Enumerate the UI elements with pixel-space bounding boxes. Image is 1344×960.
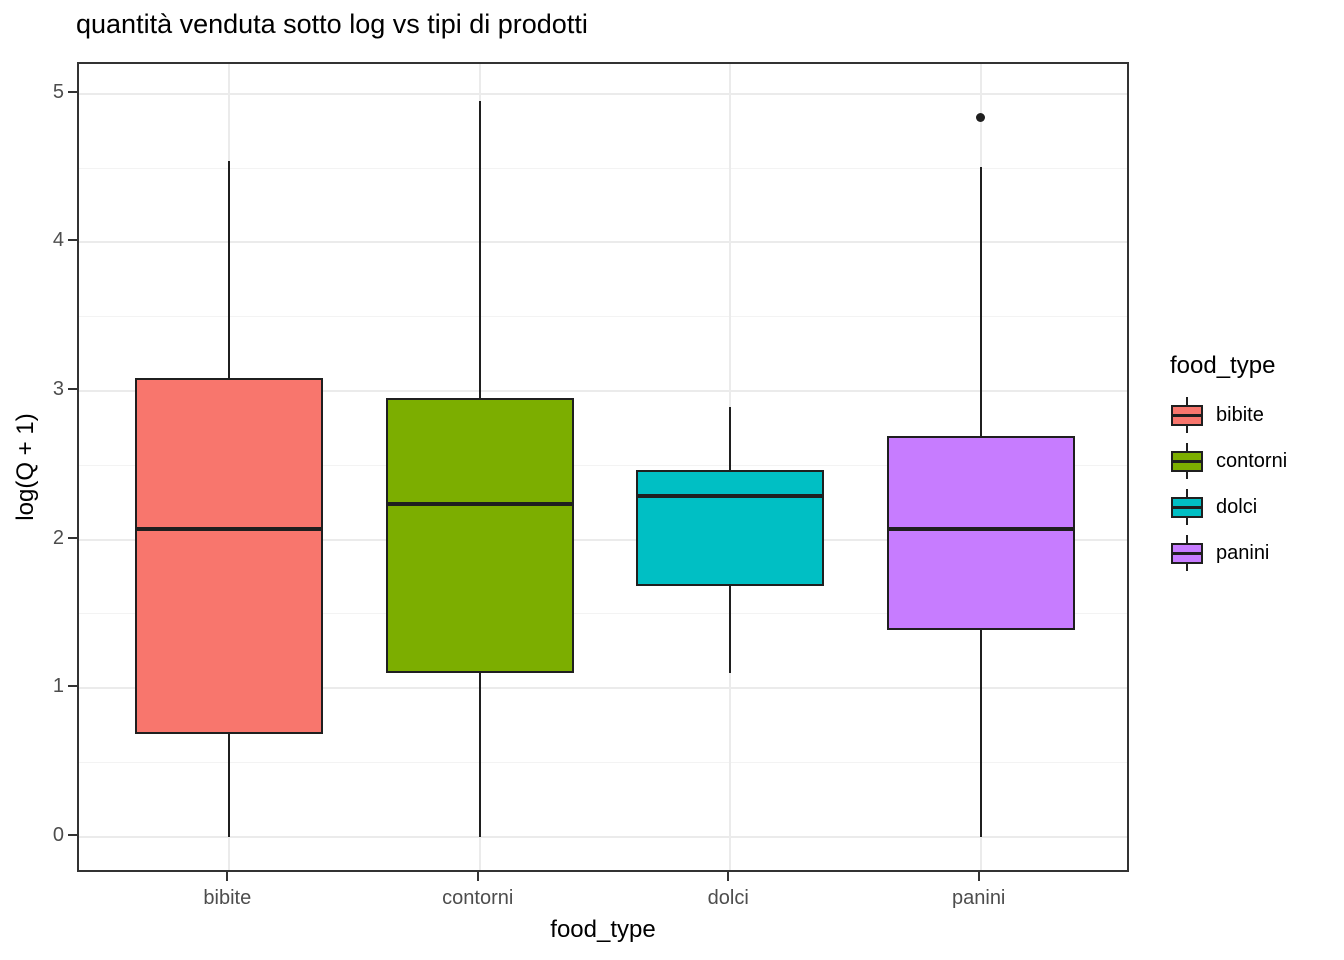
whisker-low-panini bbox=[979, 630, 982, 837]
y-tick-mark bbox=[68, 90, 77, 93]
legend-label: panini bbox=[1216, 541, 1270, 564]
boxplot-key-icon bbox=[1170, 535, 1204, 571]
legend-row-bibite: bibite bbox=[1170, 392, 1287, 438]
box-panini bbox=[886, 435, 1075, 631]
x-tick-label: bibite bbox=[203, 887, 252, 909]
gridline-minor bbox=[79, 167, 1127, 169]
gridline-minor bbox=[79, 613, 1127, 615]
whisker-high-bibite bbox=[228, 160, 231, 378]
median-bibite bbox=[135, 527, 324, 532]
key-median-line bbox=[1173, 506, 1201, 509]
gridline-minor bbox=[79, 762, 1127, 764]
y-tick-label: 4 bbox=[52, 229, 64, 252]
y-tick-label: 0 bbox=[52, 823, 64, 846]
whisker-high-contorni bbox=[478, 101, 481, 399]
gridline-minor bbox=[79, 316, 1127, 318]
whisker-low-dolci bbox=[729, 585, 732, 674]
x-tick-label: panini bbox=[952, 887, 1006, 909]
whisker-high-dolci bbox=[729, 407, 732, 470]
gridline-minor bbox=[79, 464, 1127, 466]
gridline-major bbox=[79, 687, 1127, 690]
y-tick-mark bbox=[68, 833, 77, 836]
y-tick-label: 5 bbox=[52, 80, 64, 103]
legend: food_type bibite contorni dolci bbox=[1170, 352, 1287, 576]
median-contorni bbox=[385, 501, 574, 506]
chart-title: quantità venduta sotto log vs tipi di pr… bbox=[76, 9, 588, 39]
x-tick-mark bbox=[226, 872, 229, 881]
x-axis-title: food_type bbox=[550, 916, 656, 943]
x-tick-mark bbox=[977, 872, 980, 881]
x-tick-label: contorni bbox=[442, 887, 514, 909]
legend-label: dolci bbox=[1216, 495, 1258, 518]
boxplot-key-icon bbox=[1170, 397, 1204, 433]
whisker-low-bibite bbox=[228, 734, 231, 837]
y-tick-mark bbox=[68, 536, 77, 539]
key-median-line bbox=[1173, 414, 1201, 417]
legend-row-dolci: dolci bbox=[1170, 484, 1287, 530]
legend-row-panini: panini bbox=[1170, 530, 1287, 576]
median-dolci bbox=[636, 494, 825, 499]
legend-title: food_type bbox=[1170, 352, 1276, 379]
x-tick-mark bbox=[476, 872, 479, 881]
gridline-major bbox=[79, 389, 1127, 392]
legend-row-contorni: contorni bbox=[1170, 438, 1287, 484]
gridline-major bbox=[79, 241, 1127, 244]
boxplot-key-icon bbox=[1170, 489, 1204, 525]
median-panini bbox=[886, 527, 1075, 532]
y-tick-mark bbox=[68, 685, 77, 688]
key-median-line bbox=[1173, 552, 1201, 555]
whisker-low-contorni bbox=[478, 673, 481, 837]
y-tick-mark bbox=[68, 387, 77, 390]
y-tick-label: 2 bbox=[52, 526, 64, 549]
gridline-major bbox=[79, 538, 1127, 541]
gridline-major bbox=[79, 835, 1127, 838]
y-tick-label: 3 bbox=[52, 377, 64, 400]
gridline-major bbox=[79, 92, 1127, 95]
y-axis-title: log(Q + 1) bbox=[12, 413, 39, 521]
y-tick-label: 1 bbox=[52, 675, 64, 698]
boxplot-key-icon bbox=[1170, 443, 1204, 479]
x-tick-label: dolci bbox=[707, 887, 749, 909]
legend-label: contorni bbox=[1216, 449, 1288, 472]
legend-label: bibite bbox=[1216, 403, 1264, 426]
box-dolci bbox=[636, 469, 825, 586]
box-bibite bbox=[135, 377, 324, 735]
y-tick-mark bbox=[68, 239, 77, 242]
outlier-point bbox=[976, 113, 986, 122]
box-contorni bbox=[385, 398, 574, 674]
whisker-high-panini bbox=[979, 166, 982, 436]
key-median-line bbox=[1173, 460, 1201, 463]
plot-panel bbox=[77, 62, 1129, 872]
x-tick-mark bbox=[727, 872, 730, 881]
